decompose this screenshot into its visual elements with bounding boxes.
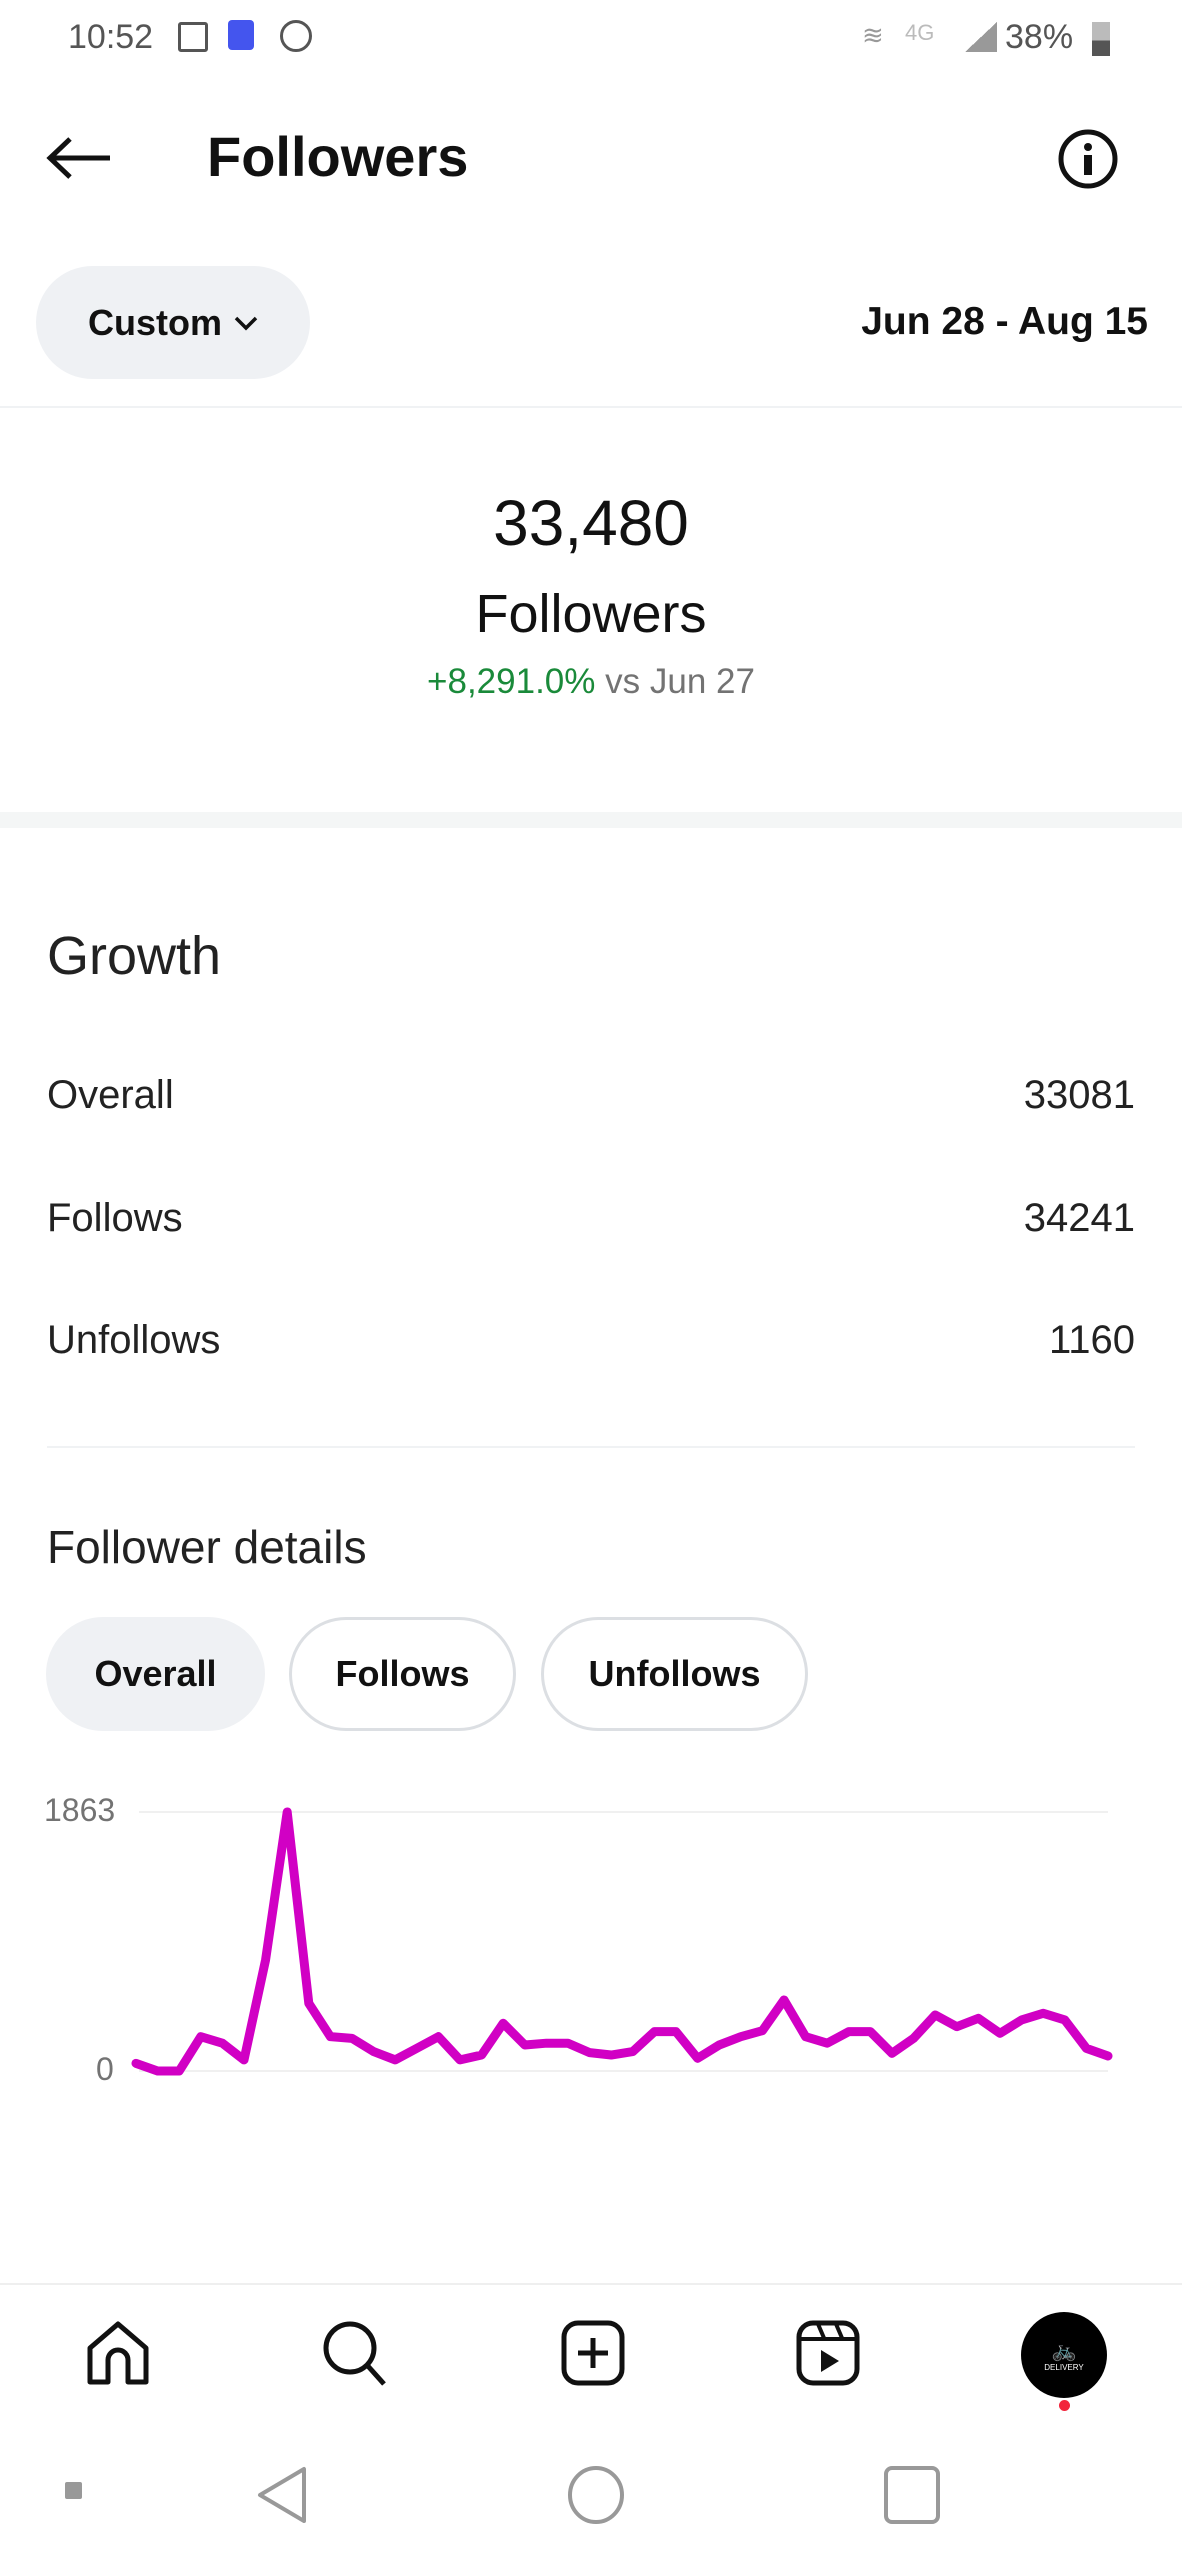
growth-row-overall: Overall 33081 — [47, 1073, 1135, 1118]
section-divider — [0, 812, 1182, 828]
4g-icon: 4G — [905, 20, 935, 45]
growth-title: Growth — [47, 926, 222, 986]
row-label: Overall — [47, 1073, 174, 1117]
row-value: 34241 — [1023, 1196, 1135, 1240]
status-bar: 10:52 ≋ 4G 38% — [0, 0, 1182, 80]
bicycle-icon: 🚲 — [1051, 2340, 1077, 2362]
info-icon[interactable] — [1057, 128, 1119, 190]
system-back-icon[interactable] — [254, 2465, 310, 2525]
battery-icon — [1092, 22, 1110, 56]
chip-unfollows[interactable]: Unfollows — [541, 1617, 808, 1731]
range-label: Custom — [88, 301, 222, 343]
battery-percent: 38% — [1005, 18, 1074, 56]
follower-label: Followers — [475, 584, 707, 644]
system-indicator — [65, 2482, 82, 2499]
row-label: Follows — [47, 1196, 183, 1240]
home-icon[interactable] — [86, 2320, 150, 2386]
range-dropdown[interactable]: Custom — [36, 266, 310, 379]
profile-avatar[interactable]: 🚲 DELIVERY — [1021, 2312, 1107, 2398]
divider — [47, 1446, 1135, 1448]
follower-change: +8,291.0% vs Jun 27 — [0, 662, 1182, 702]
y-tick-zero: 0 — [96, 2051, 114, 2087]
avatar-logo-text: DELIVERY — [1044, 2363, 1084, 2372]
row-label: Unfollows — [47, 1318, 221, 1362]
row-value: 33081 — [1023, 1073, 1135, 1117]
system-home-icon[interactable] — [567, 2465, 625, 2525]
search-icon[interactable] — [322, 2320, 388, 2388]
row-value: 1160 — [1048, 1318, 1135, 1362]
chip-follows[interactable]: Follows — [289, 1617, 516, 1731]
follower-count: 33,480 — [493, 487, 689, 559]
series-line — [131, 1807, 1113, 2076]
bottom-nav-divider — [0, 2283, 1182, 2285]
storage-icon — [228, 20, 254, 50]
divider — [0, 406, 1182, 408]
y-tick-max: 1863 — [44, 1792, 116, 1828]
notification-dot — [1059, 2400, 1070, 2411]
reels-icon[interactable] — [796, 2320, 860, 2386]
change-percent: +8,291.0% — [427, 662, 596, 701]
wifi-icon: ≋ — [862, 20, 884, 50]
growth-row-follows: Follows 34241 — [47, 1196, 1135, 1241]
signal-icon — [965, 22, 997, 52]
system-recents-icon[interactable] — [883, 2465, 941, 2525]
gallery-icon — [178, 22, 208, 52]
back-arrow-icon[interactable] — [46, 136, 114, 180]
status-time: 10:52 — [68, 18, 154, 56]
chip-overall[interactable]: Overall — [46, 1617, 265, 1731]
activity-icon — [280, 20, 312, 52]
create-icon[interactable] — [561, 2320, 625, 2386]
page-title: Followers — [207, 125, 469, 188]
growth-row-unfollows: Unfollows 1160 — [47, 1318, 1135, 1363]
change-suffix: vs Jun 27 — [605, 662, 755, 701]
chevron-down-icon — [234, 316, 258, 330]
follower-details-title: Follower details — [47, 1521, 367, 1573]
date-range: Jun 28 - Aug 15 — [861, 300, 1148, 343]
